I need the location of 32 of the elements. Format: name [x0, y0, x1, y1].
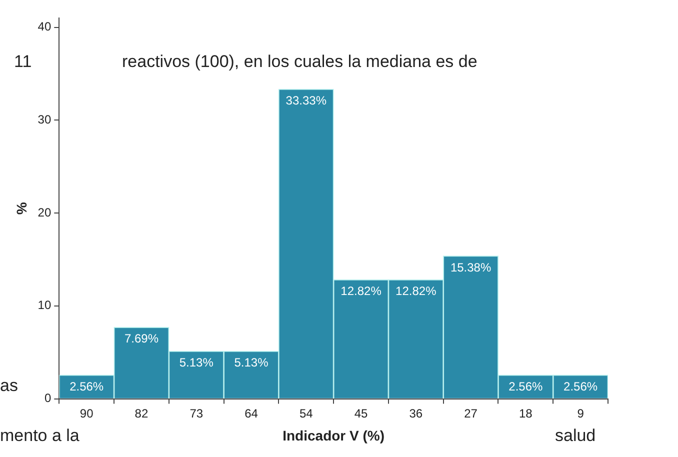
- text: mento a la: [0, 426, 80, 446]
- text: as: [0, 376, 18, 396]
- x-tick-label: 82: [134, 406, 148, 420]
- x-tick-label: 90: [80, 406, 94, 420]
- x-tick-label: 45: [354, 406, 368, 420]
- y-tick-label: 0: [44, 391, 52, 406]
- x-tick-label: 54: [299, 406, 314, 420]
- data-label: 12.82%: [396, 284, 437, 298]
- data-label: 12.82%: [340, 284, 382, 298]
- y-tick-label: 10: [38, 298, 52, 312]
- y-tick-label: 30: [38, 112, 52, 126]
- x-tick-label: 27: [464, 406, 478, 420]
- x-axis-title: Indicador V (%): [282, 427, 385, 444]
- data-label: 5.13%: [234, 355, 269, 370]
- data-label: 5.13%: [179, 355, 214, 370]
- x-tick-label: 9: [577, 406, 584, 420]
- data-label: 33.33%: [286, 94, 327, 108]
- data-label: 7.69%: [124, 332, 159, 346]
- data-label: 2.56%: [70, 379, 104, 394]
- data-label: 2.56%: [508, 379, 544, 394]
- y-axis-title: %: [13, 202, 30, 215]
- data-label: 2.56%: [564, 379, 598, 394]
- y-tick-label: 40: [38, 20, 52, 34]
- x-tick-label: 64: [244, 406, 258, 420]
- data-label: 15.38%: [450, 260, 492, 274]
- x-tick-label: 73: [190, 406, 204, 420]
- annotation: reactivos (100), en los cuales la mediana es de: [122, 52, 478, 72]
- text: salud: [555, 426, 596, 446]
- x-tick-label: 18: [518, 406, 533, 420]
- y-tick-label: 20: [38, 205, 52, 220]
- text: 11: [14, 52, 32, 72]
- x-tick-label: 36: [409, 406, 423, 420]
